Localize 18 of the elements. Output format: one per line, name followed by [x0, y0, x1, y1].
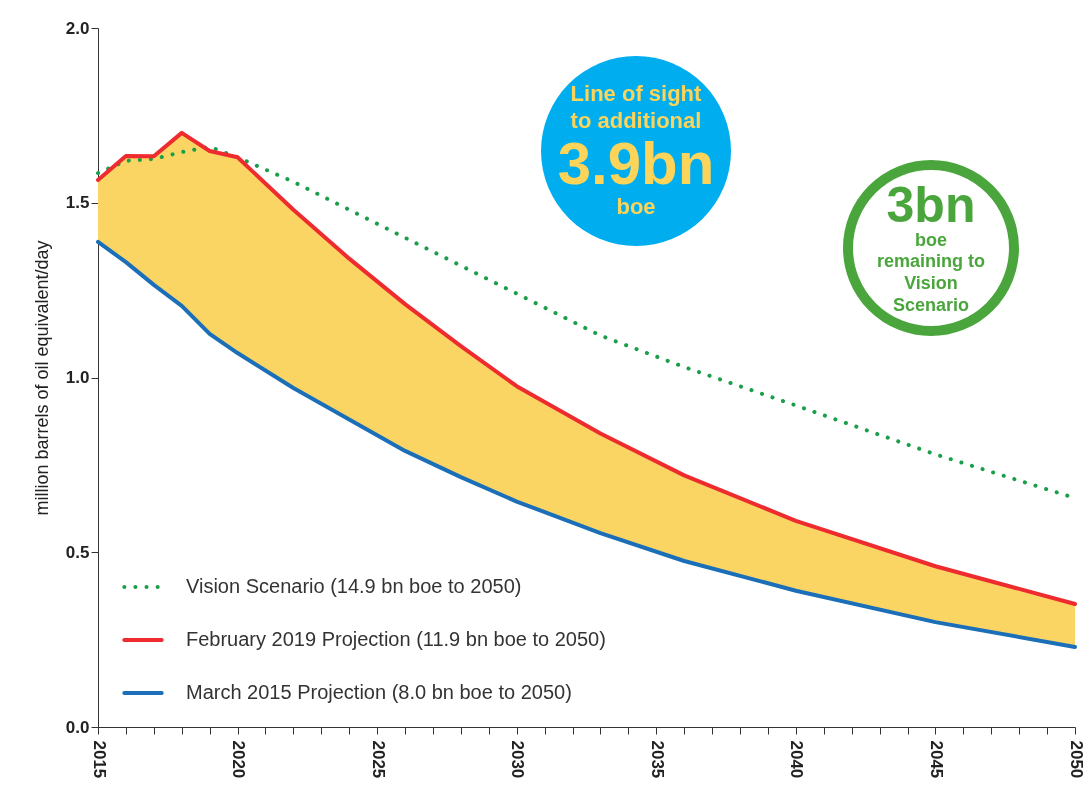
y-tick-label: 0.0 — [65, 717, 90, 737]
y-tick-label: 0.5 — [65, 542, 90, 562]
x-tick-label: 2050 — [1066, 740, 1086, 779]
ring-badge: 3bn boe remaining to Vision Scenario — [843, 160, 1019, 336]
y-tick-label: 1.5 — [65, 193, 90, 213]
x-tick-label: 2015 — [89, 740, 109, 779]
y-tick-label: 2.0 — [65, 18, 90, 38]
y-tick-label: 1.0 — [65, 368, 90, 387]
x-tick-label: 2045 — [926, 740, 946, 779]
legend-label: March 2015 Projection (8.0 bn boe to 2050) — [186, 681, 572, 703]
x-tick-label: 2040 — [787, 740, 807, 779]
x-tick-label: 2035 — [647, 740, 667, 779]
x-tick-label: 2020 — [229, 740, 249, 779]
x-tick-label: 2030 — [508, 740, 528, 779]
x-tick-label: 2025 — [368, 740, 388, 779]
y-axis-title: million barrels of oil equivalent/day — [31, 240, 52, 516]
legend-label: Vision Scenario (14.9 bn boe to 2050) — [186, 575, 522, 597]
legend-label: February 2019 Projection (11.9 bn boe to 2050) — [186, 628, 606, 650]
